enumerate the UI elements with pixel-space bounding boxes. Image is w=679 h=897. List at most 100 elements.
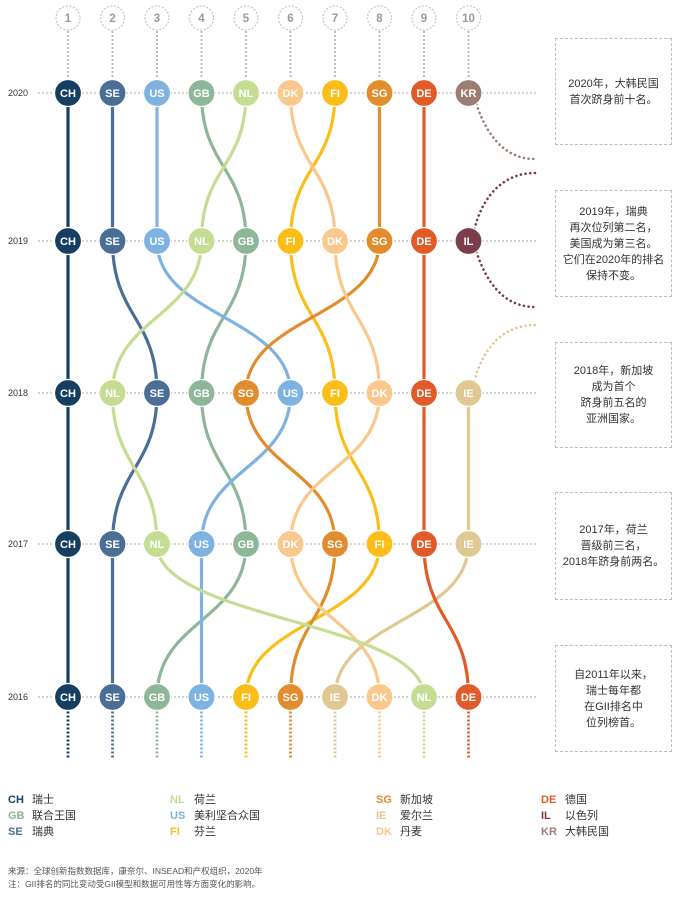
rank-number: 6 [287,13,293,25]
node-NL-2019: NL [187,226,216,256]
legend-item-ch: CH 瑞士 [8,792,76,808]
node-US-2017: US [187,529,216,559]
legend-column: DE 德国 IL 以色列 KR 大韩民国 [541,792,609,840]
legend-item-se: SE 瑞典 [8,824,76,840]
rank-marker-7: 7 [322,5,348,31]
node-circle [187,78,216,108]
node-circle [98,682,127,712]
node-DE-2020: DE [409,78,439,108]
node-circle [365,682,394,712]
link-FI-2017-2018 [333,392,382,545]
node-label: CH [60,539,76,551]
annotation-box-2018: 2018年，新加坡 成为首个 跻身前五名的 亚洲国家。 [555,342,672,448]
year-label-2017: 2017 [8,539,28,549]
legend-item-nl: NL 荷兰 [170,792,260,808]
node-circle [142,682,172,712]
node-label: DK [372,692,388,704]
node-label: GB [238,539,255,551]
link-DK-2017-2018 [288,392,382,545]
node-label: DK [372,388,388,400]
node-circle [142,226,172,256]
rank-number: 10 [462,13,475,25]
legend-item-gb: GB 联合王国 [8,808,76,824]
node-circle [454,78,483,108]
node-circle [454,682,483,712]
node-label: SG [283,692,299,704]
node-label: DE [416,539,431,551]
node-circle [231,78,261,108]
node-circle [320,226,350,256]
node-CH-2017: CH [53,529,83,559]
node-circle [53,78,83,108]
node-circle [98,529,127,559]
node-label: SG [372,236,388,248]
node-label: SE [105,692,120,704]
link-NL-2017-2018 [110,392,159,545]
node-circle [231,378,261,408]
annotation-box-2017: 2017年，荷兰 晋级前三名， 2018年跻身前两名。 [555,492,672,600]
annotation-text: 2020年，大韩民国 [568,77,659,90]
node-label: NL [239,88,254,100]
node-DK-2020: DK [276,78,305,108]
legend-code: DE [541,794,557,806]
rank-marker-circle [55,5,81,31]
rank-marker-9: 9 [411,5,437,31]
node-GB-2016: GB [142,682,172,712]
year-label-2018: 2018 [8,388,28,398]
node-circle [365,78,394,108]
legend-label: 瑞士 [32,794,54,806]
node-label: GB [193,388,210,400]
node-circle [98,226,127,256]
node-circle [409,682,439,712]
node-US-2018: US [276,378,305,408]
node-NL-2018: NL [98,378,127,408]
node-label: GB [193,88,210,100]
node-CH-2019: CH [53,226,83,256]
node-label: FI [330,88,340,100]
node-US-2019: US [142,226,172,256]
node-IE-2016: IE [320,682,350,712]
legend-label: 大韩民国 [565,826,609,838]
annotation-box-2019: 2019年，瑞典 再次位列第二名， 美国成为第三名。 它们在2020年的排名 保… [555,190,672,297]
node-GB-2019: GB [231,226,261,256]
node-label: NL [150,539,165,551]
rank-marker-3: 3 [144,5,170,31]
node-circle [187,378,216,408]
annotation-text: 保持不变。 [586,269,641,282]
legend-label: 以色列 [565,810,598,822]
node-label: NL [194,236,209,248]
node-FI-2018: FI [320,378,350,408]
legend-code: SG [376,794,392,806]
annotation-text: 它们在2020年的排名 [562,253,665,266]
node-circle [53,682,83,712]
node-circle [409,378,439,408]
exit-IE-after-2018 [473,323,537,383]
node-label: CH [60,236,76,248]
legend-code: IE [376,810,387,822]
node-circle [365,529,394,559]
node-label: DE [416,236,431,248]
node-DK-2019: DK [320,226,350,256]
rank-number: 1 [65,13,72,25]
source-note: 来源：全球创新指数数据库，康奈尔、INSEAD和产权组织，2020年 注：GII… [8,865,263,890]
year-label-2016: 2016 [8,692,28,702]
link-DK-2019-2020 [288,92,337,242]
link-SG-2016-2017 [288,543,337,698]
node-label: SE [105,88,120,100]
node-label: SE [105,236,120,248]
node-IE-2018: IE [454,378,483,408]
node-KR-2020: KR [454,78,483,108]
legend-code: CH [8,794,24,806]
legend-column: CH 瑞士 GB 联合王国 SE 瑞典 [8,792,76,840]
node-circle [276,78,305,108]
series-nodes: CH CH CH CH CH SE SE SE SE SE GB GB GB GB GB US US US US US… [53,78,483,712]
rank-marker-6: 6 [277,5,304,31]
node-circle [276,682,305,712]
node-circle [320,78,350,108]
legend-item-sg: SG 新加坡 [376,792,433,808]
legend-code: NL [170,794,185,806]
node-IE-2017: IE [454,529,483,559]
link-NL-2019-2020 [199,92,248,242]
legend-code: IL [541,810,551,822]
